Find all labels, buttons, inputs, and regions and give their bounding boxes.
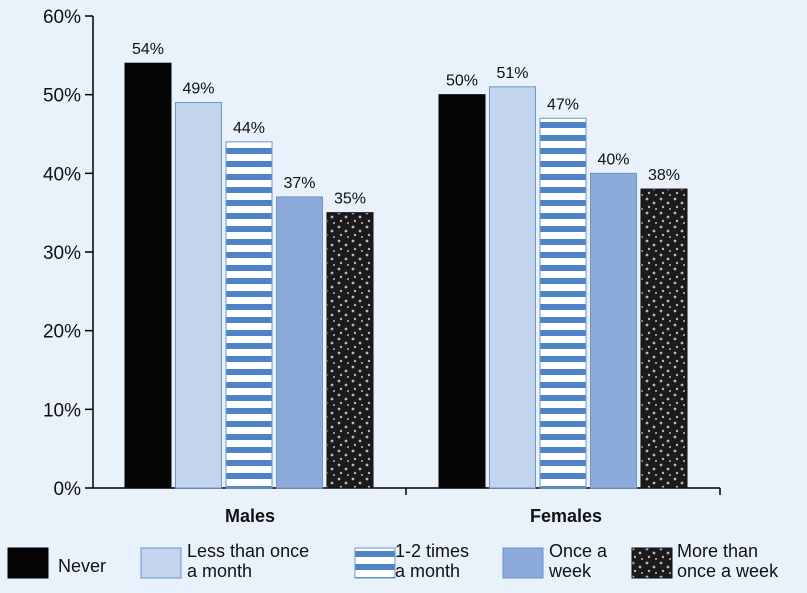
axes: 0% 10% 20% 30% 40% 50% 60% Males Females [43, 7, 721, 526]
bar-value-label: 47% [547, 96, 579, 113]
bar [590, 172, 637, 489]
x-category-label: Males [225, 506, 275, 526]
bar [276, 196, 323, 489]
y-tick-label: 60% [43, 7, 81, 28]
legend-swatch [7, 547, 49, 579]
bar [124, 62, 172, 489]
legend-label: Never [58, 556, 106, 576]
y-tick-label: 30% [43, 243, 81, 264]
bar [225, 141, 273, 489]
bar-value-label: 44% [233, 120, 265, 137]
bar-value-label: 40% [597, 151, 629, 168]
bar-value-label: 54% [132, 41, 164, 58]
legend-label: Once a [549, 541, 608, 561]
legend-label: week [548, 561, 592, 581]
legend-swatch [631, 547, 673, 579]
legend-label: a month [187, 561, 252, 581]
bar-value-label: 50% [446, 73, 478, 90]
y-tick-label: 0% [54, 479, 82, 500]
x-category-label: Females [530, 506, 602, 526]
bar [438, 94, 486, 489]
legend-label: once a week [677, 561, 779, 581]
legend-label: 1-2 times [395, 541, 469, 561]
y-tick-label: 50% [43, 86, 81, 107]
legend-swatch [140, 547, 182, 579]
legend-swatch [354, 547, 396, 579]
bars: 54% 49% 44% 37% 35% 50% 51% 47% 40% 38% [124, 41, 688, 489]
bar-value-label: 49% [182, 81, 214, 98]
y-tick-label: 20% [43, 322, 81, 343]
legend-label: More than [677, 541, 758, 561]
bar-value-label: 51% [496, 65, 528, 82]
legend-label: Less than once [187, 541, 309, 561]
bar [326, 212, 374, 489]
bar [640, 188, 688, 489]
bar [539, 117, 587, 489]
legend-label: a month [395, 561, 460, 581]
y-tick-label: 10% [43, 400, 81, 421]
bar-value-label: 37% [283, 175, 315, 192]
bar [489, 86, 536, 489]
bar [175, 102, 222, 489]
legend-swatch [502, 547, 544, 579]
y-tick-label: 40% [43, 164, 81, 185]
bar-value-label: 38% [648, 167, 680, 184]
bar-value-label: 35% [334, 191, 366, 208]
